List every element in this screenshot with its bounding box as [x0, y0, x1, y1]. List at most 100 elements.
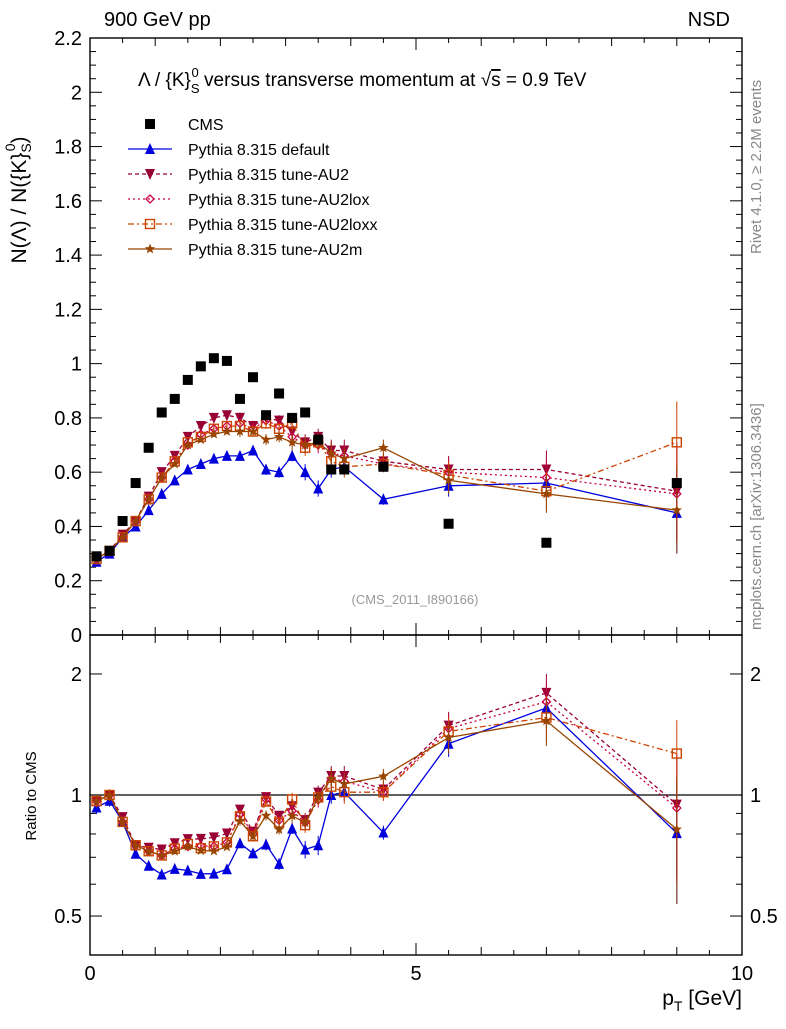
- ratio-tick-label: 1: [71, 785, 82, 807]
- series-0-ratio-point: [208, 867, 219, 879]
- series-0-point: [274, 466, 285, 478]
- y-axis-label-b: ): [8, 136, 31, 143]
- y-axis-label: N(Λ) / N({K}S0): [2, 136, 34, 263]
- series-0-point: [261, 463, 272, 475]
- legend-label: Pythia 8.315 tune-AU2lox: [188, 192, 369, 209]
- series-1-point: [221, 410, 232, 422]
- series-0-ratio-point: [234, 837, 245, 849]
- title-lambda: Λ: [138, 70, 151, 91]
- legend-label: Pythia 8.315 tune-AU2loxx: [188, 217, 377, 234]
- series-4-point: [247, 426, 259, 436]
- series-4-ratio-point: [326, 773, 337, 784]
- series-4-point: [156, 472, 167, 483]
- series-0-point: [182, 463, 193, 475]
- title-sub: S: [191, 81, 200, 96]
- series-4-ratio-point: [143, 845, 154, 856]
- series-4-point: [378, 442, 389, 453]
- series-0-point: [156, 487, 167, 499]
- legend-marker: [145, 194, 155, 204]
- series-4-ratio-point: [117, 816, 128, 827]
- title-sqrt: √: [481, 70, 492, 91]
- series-0-ratio-point: [261, 838, 272, 850]
- cms-data-point: [671, 478, 682, 489]
- cms-data-point: [117, 516, 128, 527]
- legend-marker: [144, 218, 156, 230]
- x-tick-label: 10: [731, 963, 753, 985]
- series-4-point: [339, 453, 350, 464]
- header-right: NSD: [688, 9, 730, 31]
- series-4-point: [221, 426, 233, 436]
- series-4-point: [117, 531, 128, 542]
- cms-data-point: [326, 464, 337, 475]
- y-tick-label: 1.6: [54, 191, 82, 213]
- series-0-point: [234, 449, 245, 461]
- cms-data-point: [300, 407, 311, 418]
- series-4-point: [326, 447, 337, 458]
- cms-data-point: [195, 361, 206, 372]
- series-4-ratio-point: [443, 732, 454, 742]
- series-3-ratio-line: [96, 716, 677, 857]
- series-0-point: [208, 452, 219, 464]
- cms-data-point: [443, 518, 454, 529]
- series-2-ratio-line: [96, 700, 678, 857]
- title-slash: / {K}: [150, 70, 191, 91]
- series-4-ratio-point: [91, 795, 102, 806]
- legend-label: Pythia 8.315 default: [188, 142, 330, 159]
- cms-data-point: [339, 464, 350, 475]
- y-tick-label: 1.4: [54, 245, 82, 267]
- cms-data-point: [221, 355, 232, 366]
- cms-data-point: [248, 372, 258, 383]
- title-rest: versus transverse momentum at: [199, 70, 481, 91]
- cms-data-point: [156, 407, 167, 418]
- cms-data-point: [91, 551, 102, 562]
- y-tick-label: 0: [71, 625, 82, 647]
- series-0-ratio-line: [96, 707, 678, 876]
- legend-marker-cms: [145, 119, 155, 129]
- series-1-ratio-point: [195, 833, 206, 845]
- series-0-point: [221, 449, 232, 461]
- series-0-point: [195, 458, 206, 470]
- legend-marker: [145, 169, 155, 180]
- legend-label: CMS: [188, 117, 224, 134]
- series-4-point: [182, 439, 193, 450]
- series-0-ratio-point: [378, 826, 389, 838]
- series-0-point: [143, 504, 154, 516]
- series-4-ratio-point: [378, 770, 389, 781]
- series-4-ratio-point: [260, 810, 272, 820]
- y-axis-label-a: N(Λ) / N({K}: [8, 153, 31, 264]
- series-4-ratio-point: [130, 839, 141, 850]
- y-tick-label: 0.6: [54, 462, 82, 484]
- side-annotation-top: Rivet 4.1.0, ≥ 2.2M events: [748, 80, 765, 254]
- series-0-point: [287, 449, 298, 461]
- series-0-ratio-point: [195, 867, 206, 879]
- series-0-point: [313, 482, 324, 494]
- series-4-ratio-point: [286, 810, 298, 821]
- series-3-ratio-point: [378, 787, 389, 798]
- cms-data-point: [143, 442, 154, 453]
- x-axis-label-unit: [GeV]: [682, 987, 742, 1010]
- side-annotation-bottom: mcplots.cern.ch [arXiv:1306.3436]: [748, 403, 765, 630]
- series-4-point: [286, 436, 298, 447]
- series-0-ratio-point: [287, 822, 298, 834]
- series-1-point: [208, 412, 219, 424]
- series-0-point: [169, 474, 180, 486]
- y-tick-label: 2.2: [54, 28, 82, 50]
- series-4-ratio-point: [221, 841, 233, 852]
- cms-data-point: [261, 410, 272, 421]
- x-tick-label: 0: [84, 963, 95, 985]
- title-sup: 0: [192, 65, 199, 80]
- y-axis-label-sup: 0: [2, 143, 18, 151]
- y-tick-label: 0.2: [54, 571, 82, 593]
- series-0-ratio-point: [130, 847, 141, 859]
- series-4-point: [143, 493, 154, 504]
- series-4-point: [169, 458, 180, 469]
- series-4-point: [541, 488, 552, 499]
- series-4-line: [96, 430, 677, 560]
- series-4-ratio-point: [104, 789, 115, 800]
- y-tick-label: 2: [71, 82, 82, 104]
- ratio-tick-label-right: 0.5: [750, 906, 778, 928]
- series-4-ratio-point: [182, 841, 193, 851]
- cms-data-point: [130, 478, 141, 489]
- y-axis-label-sub: S: [18, 143, 34, 152]
- series-0-point: [378, 493, 389, 505]
